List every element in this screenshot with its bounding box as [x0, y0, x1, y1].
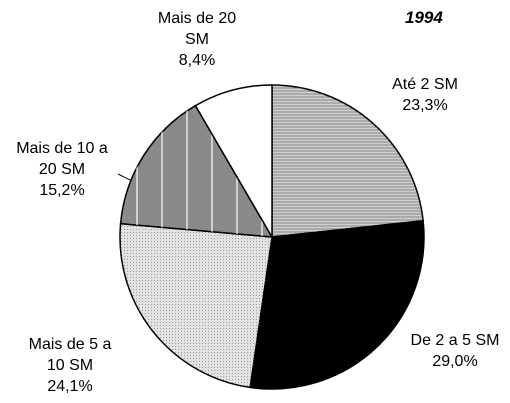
value-label: 29,0% [432, 353, 478, 370]
pie-slice [249, 219, 425, 390]
category-label: De 2 a 5 SM [410, 332, 500, 349]
slice-pattern [120, 105, 272, 237]
value-label: 23,3% [402, 97, 448, 114]
slice-label: De 2 a 5 SM 29,0% [385, 330, 510, 372]
slice-label: Mais de 10 a 20 SM 15,2% [7, 138, 117, 201]
category-label: Mais de 5 a 10 SM [28, 336, 112, 374]
category-label: Mais de 10 a 20 SM [16, 140, 108, 178]
slice-pattern [272, 85, 424, 237]
chart-title: 1994 [405, 8, 443, 27]
slice-pattern [120, 223, 272, 388]
category-label: Até 2 SM [392, 76, 458, 93]
pie-slice [194, 84, 273, 240]
value-label: 15,2% [39, 182, 85, 199]
value-label: 8,4% [178, 52, 216, 69]
slice-label: Mais de 5 a 10 SM 24,1% [20, 334, 120, 397]
category-label: Mais de 20 SM [157, 10, 237, 48]
value-label: 24,1% [47, 378, 93, 395]
slice-label: Até 2 SM 23,3% [365, 74, 485, 116]
slice-label: Mais de 20 SM 8,4% [150, 8, 245, 71]
